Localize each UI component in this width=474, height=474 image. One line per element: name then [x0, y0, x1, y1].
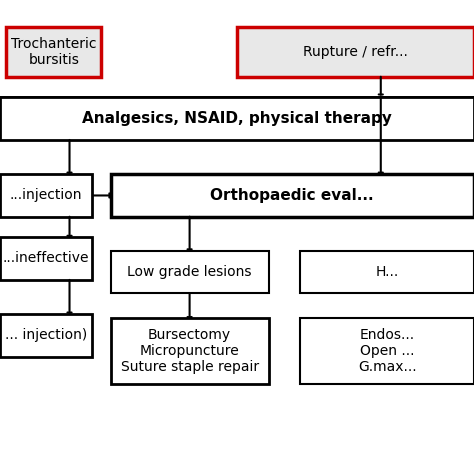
Text: Low grade lesions: Low grade lesions [128, 265, 252, 279]
Bar [0, 237, 91, 280]
Text: Trochanteric
bursitis: Trochanteric bursitis [11, 37, 97, 67]
Bar [300, 251, 474, 293]
Bar [110, 318, 269, 384]
Text: Bursectomy
Micropuncture
Suture staple repair: Bursectomy Micropuncture Suture staple r… [120, 328, 259, 374]
Bar [0, 314, 91, 356]
Bar [0, 97, 474, 140]
Bar [0, 174, 91, 217]
Text: H...: H... [375, 265, 399, 279]
Bar [237, 27, 474, 77]
Text: ... injection): ... injection) [5, 328, 87, 342]
Bar [110, 174, 474, 217]
Text: Rupture / refr...: Rupture / refr... [303, 45, 408, 59]
Text: Orthopaedic eval...: Orthopaedic eval... [210, 188, 374, 203]
Bar [300, 318, 474, 384]
Text: ...ineffective: ...ineffective [2, 251, 89, 265]
Text: Endos...
Open ...
G.max...: Endos... Open ... G.max... [358, 328, 417, 374]
Bar [110, 251, 269, 293]
Bar [6, 27, 101, 77]
Text: ...injection: ...injection [9, 188, 82, 202]
Text: Analgesics, NSAID, physical therapy: Analgesics, NSAID, physical therapy [82, 111, 392, 126]
